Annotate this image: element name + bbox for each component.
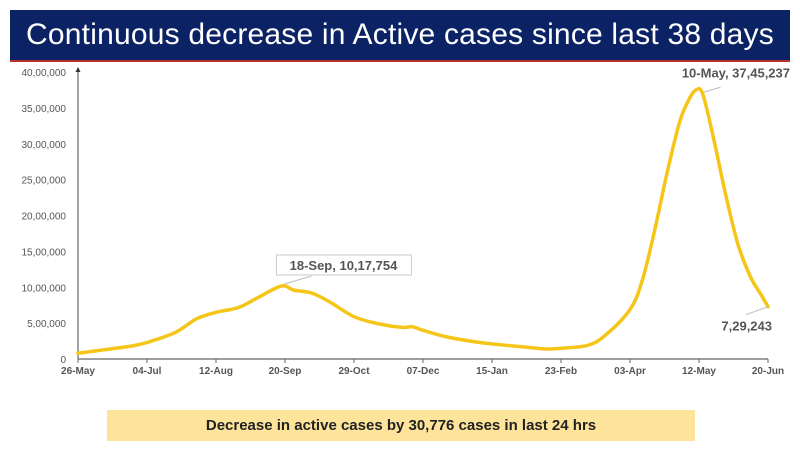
- annotation-leader: [703, 86, 721, 93]
- annotation-leader: [745, 306, 769, 316]
- slide-title: Continuous decrease in Active cases sinc…: [10, 10, 790, 62]
- active-cases-line-chart: 0 5,00,000 10,00,000 15,00,000 20,00,000 25,0…: [22, 65, 791, 377]
- annotation-peak-may: 10-May, 37,45,237: [682, 65, 790, 80]
- y-tick-label: 20,00,000: [22, 212, 67, 223]
- x-tick-label: 20-Sep: [269, 366, 302, 377]
- x-tick-label: 03-Apr: [614, 366, 646, 377]
- x-tick-label: 26-May: [61, 366, 95, 377]
- x-tick-label: 12-May: [682, 366, 716, 377]
- active-cases-line: [76, 86, 770, 356]
- y-tick-label: 25,00,000: [22, 176, 67, 187]
- y-tick-label: 15,00,000: [22, 247, 67, 258]
- x-tick-label: 23-Feb: [545, 366, 577, 377]
- decrease-summary-banner: Decrease in active cases by 30,776 cases…: [107, 410, 695, 441]
- y-tick-label: 30,00,000: [22, 140, 67, 151]
- y-axis-arrow: [75, 67, 81, 72]
- y-tick-label: 0: [60, 355, 66, 366]
- y-tick-label: 40,00,000: [22, 68, 67, 79]
- x-tick-label: 04-Jul: [133, 366, 162, 377]
- y-tick-label: 5,00,000: [27, 319, 66, 330]
- y-tick-label: 10,00,000: [22, 283, 67, 294]
- annotation-leader: [284, 275, 312, 285]
- x-tick-label: 29-Oct: [338, 366, 370, 377]
- annotation-latest: 7,29,243: [721, 319, 772, 334]
- x-tick-label: 20-Jun: [752, 366, 784, 377]
- annotation-peak-sep: 18-Sep, 10,17,754: [290, 258, 398, 273]
- annotation-box: [275, 254, 412, 276]
- y-tick-label: 35,00,000: [22, 104, 67, 115]
- x-tick-label: 15-Jan: [476, 366, 508, 377]
- x-tick-label: 07-Dec: [407, 366, 440, 377]
- x-tick-label: 12-Aug: [199, 366, 233, 377]
